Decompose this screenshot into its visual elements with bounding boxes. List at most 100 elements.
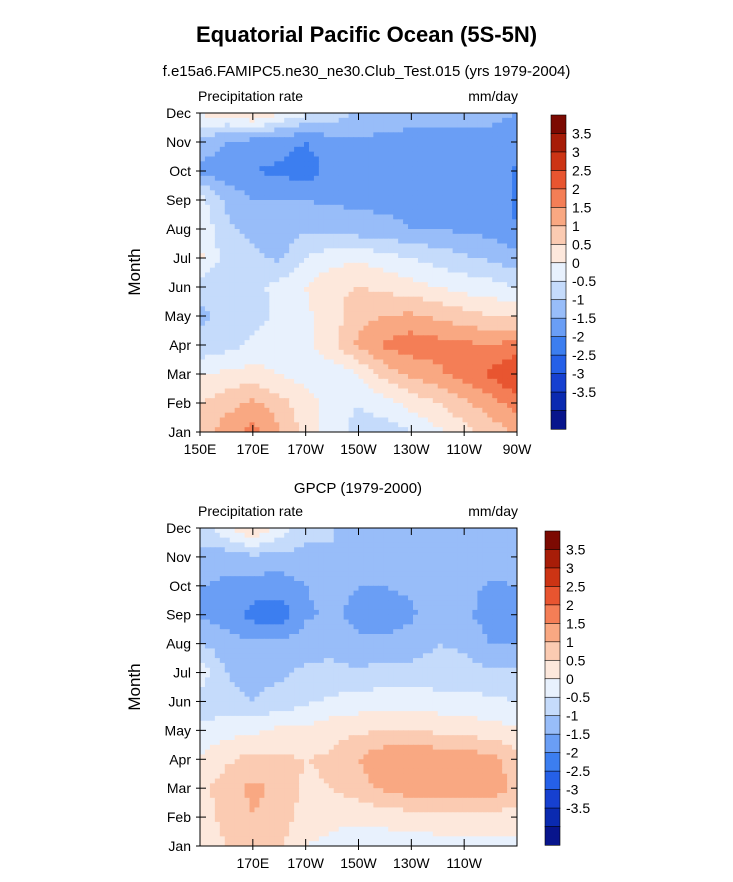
heatmap-cell [373,224,379,230]
heatmap-cell [452,330,459,336]
heatmap-cell [437,175,444,182]
heatmap-cell [472,137,478,143]
heatmap-cell [452,388,459,394]
heatmap-cell [333,185,340,191]
heatmap-cell [427,422,434,428]
heatmap-cell [358,316,365,322]
heatmap-cell [279,296,285,303]
heatmap-cell [229,209,236,216]
heatmap-cell [239,137,246,143]
heatmap-cell [249,233,256,240]
heatmap-cell [264,417,270,423]
heatmap-cell [259,311,265,317]
heatmap-cell [502,204,508,211]
heatmap-cell [289,248,295,254]
heatmap-cell [497,422,503,428]
heatmap-cell [442,161,449,167]
heatmap-cell [502,248,508,254]
heatmap-cell [378,142,384,148]
heatmap-cell [244,137,251,143]
heatmap-cell [353,267,360,274]
heatmap-cell [304,132,310,138]
heatmap-cell [388,340,394,346]
heatmap-cell [224,369,231,375]
heatmap-cell [224,403,231,409]
heatmap-cell [200,547,206,553]
heatmap-cell [353,417,360,423]
heatmap-cell [313,233,320,240]
heatmap-cell [348,272,355,278]
heatmap-cell [487,113,493,119]
heatmap-cell [487,185,493,191]
heatmap-cell [304,422,310,428]
heatmap-cell [284,383,290,390]
heatmap-cell [333,306,340,312]
heatmap-cell [254,427,261,432]
heatmap-cell [200,537,206,544]
heatmap-cell [467,393,474,399]
heatmap-cell [239,316,246,322]
heatmap-cell [427,552,434,558]
heatmap-cell [313,383,320,390]
heatmap-cell [482,219,488,225]
heatmap-cell [358,272,365,278]
heatmap-cell [492,282,498,288]
heatmap-cell [492,412,498,419]
heatmap-cell [452,185,459,191]
heatmap-cell [239,262,246,269]
heatmap-cell [447,200,454,206]
heatmap-cell [239,547,246,553]
heatmap-cell [398,325,404,332]
heatmap-cell [492,262,498,269]
heatmap-cell [403,253,409,259]
heatmap-cell [398,364,404,370]
colorbar-label: -3.5 [572,384,596,400]
heatmap-cell [294,151,300,158]
heatmap-cell [477,117,483,124]
heatmap-cell [467,556,474,563]
heatmap-cell [259,287,265,293]
heatmap-cell [412,287,419,293]
heatmap-cell [422,122,429,129]
heatmap-cell [323,142,330,148]
heatmap-cell [502,412,508,419]
heatmap-cell [432,161,439,167]
heatmap-cell [318,248,325,254]
heatmap-cell [358,412,365,419]
heatmap-cell [343,233,350,240]
heatmap-cell [269,369,275,375]
heatmap-cell [512,287,517,293]
heatmap-cell [304,388,310,394]
heatmap-cell [507,180,513,187]
heatmap-cell [502,267,508,274]
heatmap-cell [323,383,330,390]
heatmap-cell [200,204,206,211]
heatmap-cell [502,349,508,356]
heatmap-cell [279,412,285,419]
heatmap-cell [422,200,429,206]
heatmap-cell [502,374,508,380]
heatmap-cell [234,320,241,327]
heatmap-cell [264,388,270,394]
heatmap-cell [398,262,404,269]
heatmap-cell [200,311,206,317]
heatmap-cell [442,204,449,211]
heatmap-cell [239,253,246,259]
heatmap-cell [393,320,399,327]
heatmap-cell [234,253,241,259]
heatmap-cell [209,383,216,390]
heatmap-cell [482,122,488,129]
heatmap-cell [432,378,439,385]
heatmap-cell [200,407,206,414]
heatmap-cell [457,407,464,414]
heatmap-cell [432,345,439,351]
heatmap-cell [492,571,498,577]
heatmap-cell [308,364,315,370]
heatmap-cell [497,552,503,558]
heatmap-cell [477,311,483,317]
heatmap-cell [214,542,221,548]
heatmap-cell [214,306,221,312]
heatmap-cell [363,219,369,225]
heatmap-cell [348,113,355,119]
heatmap-cell [363,171,369,177]
